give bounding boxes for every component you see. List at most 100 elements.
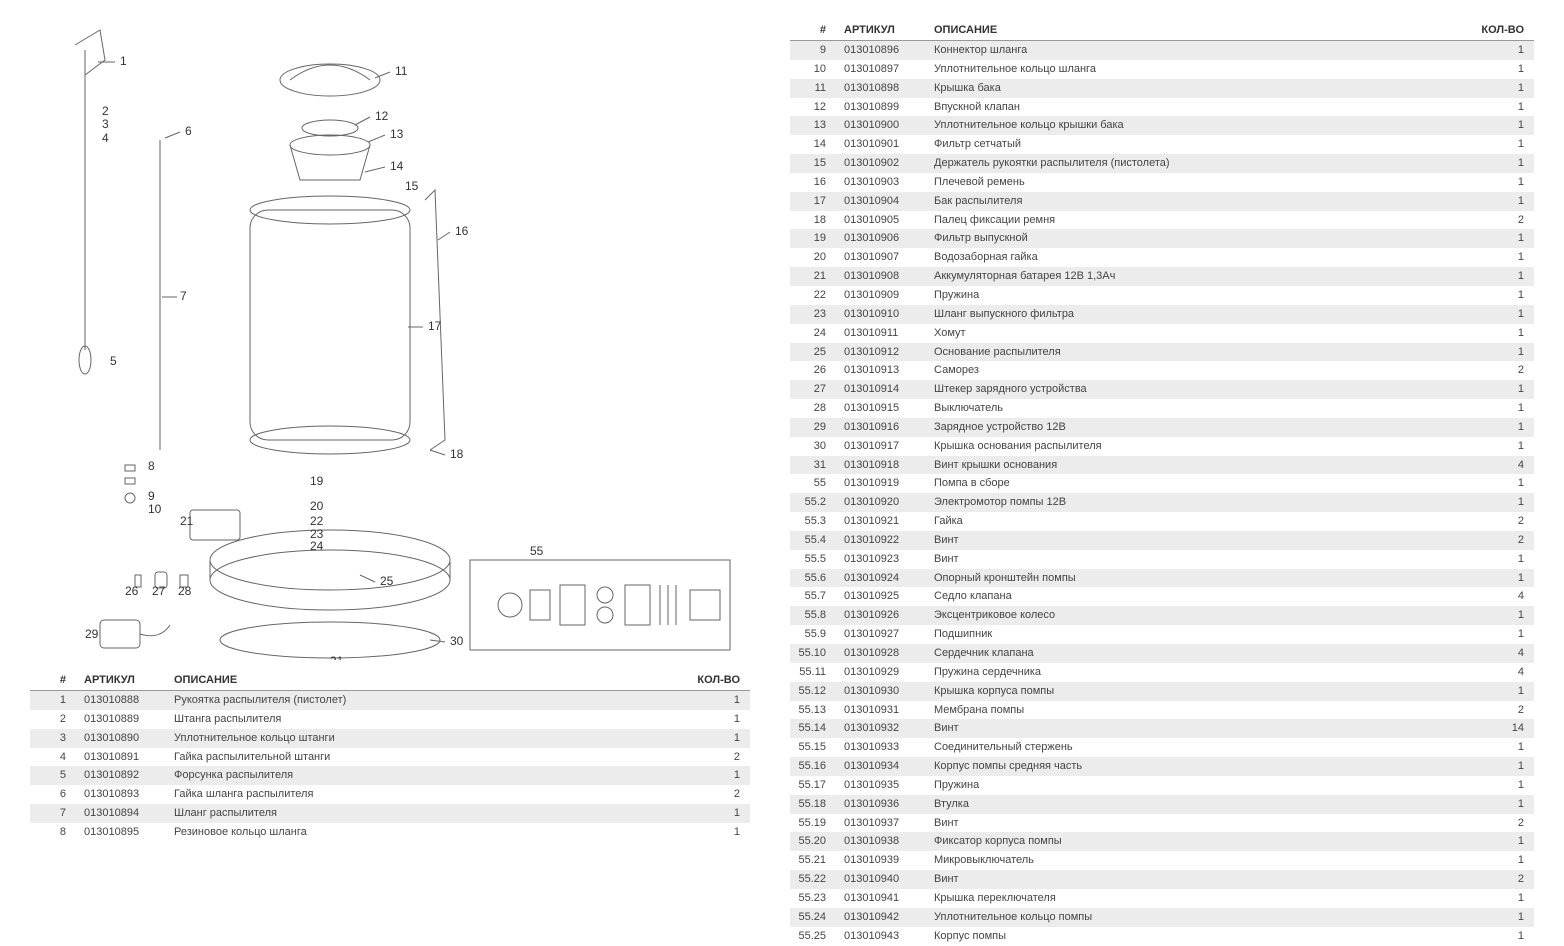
cell-article: 013010906 bbox=[838, 229, 928, 248]
cell-article: 013010890 bbox=[78, 729, 168, 748]
cell-description: Уплотнительное кольцо крышки бака bbox=[928, 116, 1474, 135]
cell-article: 013010895 bbox=[78, 823, 168, 842]
cell-num: 5 bbox=[30, 766, 78, 785]
table-row: 55.10013010928Сердечник клапана4 bbox=[790, 644, 1534, 663]
cell-description: Гайка bbox=[928, 512, 1474, 531]
cell-article: 013010913 bbox=[838, 361, 928, 380]
cell-description: Уплотнительное кольцо шланга bbox=[928, 60, 1474, 79]
table-header-row: # АРТИКУЛ ОПИСАНИЕ КОЛ-ВО bbox=[790, 20, 1534, 41]
cell-description: Аккумуляторная батарея 12В 1,3Ач bbox=[928, 267, 1474, 286]
table-row: 55.3013010921Гайка2 bbox=[790, 512, 1534, 531]
cell-qty: 2 bbox=[1474, 701, 1534, 720]
cell-description: Эксцентриковое колесо bbox=[928, 606, 1474, 625]
cell-qty: 1 bbox=[1474, 832, 1534, 851]
cell-num: 55.10 bbox=[790, 644, 838, 663]
cell-article: 013010939 bbox=[838, 851, 928, 870]
cell-qty: 1 bbox=[1474, 192, 1534, 211]
cell-qty: 1 bbox=[1474, 399, 1534, 418]
cell-description: Фильтр выпускной bbox=[928, 229, 1474, 248]
cell-num: 4 bbox=[30, 748, 78, 767]
cell-num: 30 bbox=[790, 437, 838, 456]
cell-num: 55.24 bbox=[790, 908, 838, 927]
svg-text:15: 15 bbox=[405, 179, 419, 193]
table-row: 10013010897Уплотнительное кольцо шланга1 bbox=[790, 60, 1534, 79]
cell-num: 55.25 bbox=[790, 927, 838, 946]
cell-description: Пружина bbox=[928, 776, 1474, 795]
svg-text:5: 5 bbox=[110, 354, 117, 368]
cell-description: Микровыключатель bbox=[928, 851, 1474, 870]
cell-description: Палец фиксации ремня bbox=[928, 211, 1474, 230]
cell-num: 21 bbox=[790, 267, 838, 286]
cell-description: Винт bbox=[928, 719, 1474, 738]
cell-num: 24 bbox=[790, 324, 838, 343]
cell-qty: 1 bbox=[1474, 60, 1534, 79]
cell-description: Крышка бака bbox=[928, 79, 1474, 98]
cell-description: Гайка шланга распылителя bbox=[168, 785, 690, 804]
cell-num: 28 bbox=[790, 399, 838, 418]
table-row: 18013010905Палец фиксации ремня2 bbox=[790, 211, 1534, 230]
cell-description: Плечевой ремень bbox=[928, 173, 1474, 192]
cell-article: 013010889 bbox=[78, 710, 168, 729]
cell-qty: 1 bbox=[1474, 248, 1534, 267]
cell-num: 6 bbox=[30, 785, 78, 804]
cell-description: Фиксатор корпуса помпы bbox=[928, 832, 1474, 851]
cell-article: 013010937 bbox=[838, 814, 928, 833]
svg-text:31: 31 bbox=[330, 654, 344, 660]
cell-article: 013010938 bbox=[838, 832, 928, 851]
table-row: 9013010896Коннектор шланга1 bbox=[790, 41, 1534, 60]
cell-article: 013010930 bbox=[838, 682, 928, 701]
svg-text:9: 9 bbox=[148, 489, 155, 503]
cell-qty: 1 bbox=[1474, 418, 1534, 437]
cell-qty: 1 bbox=[1474, 776, 1534, 795]
cell-description: Опорный кронштейн помпы bbox=[928, 569, 1474, 588]
cell-num: 9 bbox=[790, 41, 838, 60]
cell-description: Пружина сердечника bbox=[928, 663, 1474, 682]
cell-qty: 2 bbox=[1474, 211, 1534, 230]
cell-num: 29 bbox=[790, 418, 838, 437]
table-row: 16013010903Плечевой ремень1 bbox=[790, 173, 1534, 192]
cell-description: Крышка переключателя bbox=[928, 889, 1474, 908]
table-row: 55.24013010942Уплотнительное кольцо помп… bbox=[790, 908, 1534, 927]
table-row: 55013010919Помпа в сборе1 bbox=[790, 474, 1534, 493]
cell-article: 013010904 bbox=[838, 192, 928, 211]
cell-article: 013010932 bbox=[838, 719, 928, 738]
cell-description: Корпус помпы bbox=[928, 927, 1474, 946]
svg-text:13: 13 bbox=[390, 127, 404, 141]
cell-qty: 1 bbox=[1474, 851, 1534, 870]
cell-qty: 4 bbox=[1474, 663, 1534, 682]
cell-article: 013010892 bbox=[78, 766, 168, 785]
cell-num: 55.4 bbox=[790, 531, 838, 550]
svg-text:8: 8 bbox=[148, 459, 155, 473]
table-row: 26013010913Саморез2 bbox=[790, 361, 1534, 380]
cell-article: 013010929 bbox=[838, 663, 928, 682]
svg-text:14: 14 bbox=[390, 159, 404, 173]
table-row: 5013010892Форсунка распылителя1 bbox=[30, 766, 750, 785]
cell-article: 013010924 bbox=[838, 569, 928, 588]
cell-num: 27 bbox=[790, 380, 838, 399]
svg-text:2: 2 bbox=[102, 104, 109, 118]
cell-num: 19 bbox=[790, 229, 838, 248]
cell-description: Электромотор помпы 12В bbox=[928, 493, 1474, 512]
cell-num: 12 bbox=[790, 98, 838, 117]
cell-article: 013010900 bbox=[838, 116, 928, 135]
col-article: АРТИКУЛ bbox=[78, 670, 168, 691]
table-row: 21013010908Аккумуляторная батарея 12В 1,… bbox=[790, 267, 1534, 286]
cell-description: Коннектор шланга bbox=[928, 41, 1474, 60]
cell-article: 013010918 bbox=[838, 456, 928, 475]
cell-qty: 1 bbox=[1474, 908, 1534, 927]
svg-text:28: 28 bbox=[178, 584, 192, 598]
left-column: 1 2 3 4 5 6 7 8 9 10 11 12 13 14 15 16 1… bbox=[30, 20, 750, 824]
cell-qty: 1 bbox=[1474, 889, 1534, 908]
cell-article: 013010928 bbox=[838, 644, 928, 663]
table-row: 55.13013010931Мембрана помпы2 bbox=[790, 701, 1534, 720]
cell-qty: 1 bbox=[1474, 41, 1534, 60]
cell-description: Пружина bbox=[928, 286, 1474, 305]
cell-num: 55.7 bbox=[790, 587, 838, 606]
cell-qty: 1 bbox=[1474, 154, 1534, 173]
svg-text:27: 27 bbox=[152, 584, 166, 598]
cell-article: 013010919 bbox=[838, 474, 928, 493]
cell-num: 55.21 bbox=[790, 851, 838, 870]
cell-description: Винт bbox=[928, 814, 1474, 833]
cell-description: Винт крышки основания bbox=[928, 456, 1474, 475]
cell-num: 3 bbox=[30, 729, 78, 748]
